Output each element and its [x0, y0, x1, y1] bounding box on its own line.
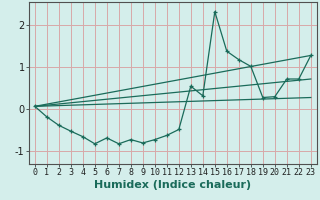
X-axis label: Humidex (Indice chaleur): Humidex (Indice chaleur)	[94, 180, 252, 190]
